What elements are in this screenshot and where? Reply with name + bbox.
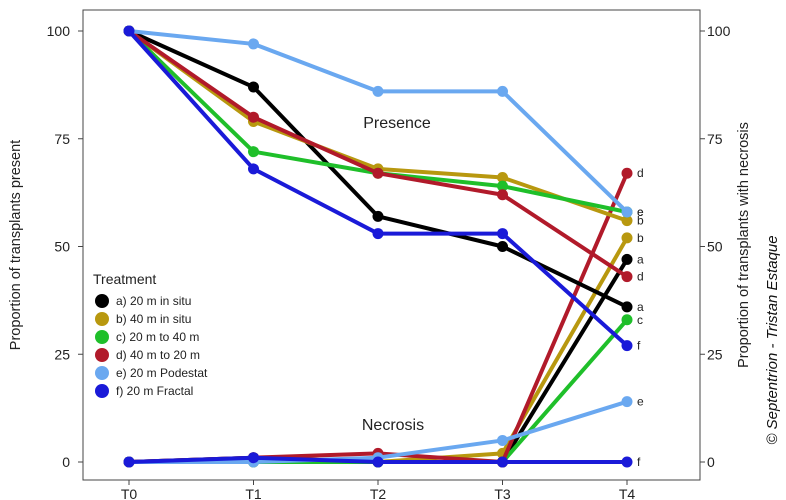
end-label-necrosis-2: c (637, 313, 643, 327)
data-point-necrosis-4 (497, 434, 508, 446)
data-point-presence-0 (372, 210, 384, 222)
y-tick-label-left: 50 (54, 239, 70, 255)
y-tick-label-right: 75 (707, 131, 723, 147)
end-label-presence-3: d (637, 270, 644, 284)
legend-label: b) 40 m in situ (116, 312, 191, 326)
end-label-necrosis-1: b (637, 231, 644, 245)
data-point-presence-3 (248, 111, 259, 123)
end-label-necrosis-5: f (637, 455, 641, 469)
axis-ticks: 0 0 25 25 50 50 75 75 100 100 T0 T1 T2 T3 T4 (47, 23, 731, 500)
x-tick-label: T2 (370, 486, 387, 500)
y-axis-label-left: Proportion of transplants present (8, 140, 24, 350)
data-point-presence-0 (248, 81, 259, 93)
end-label-presence-1: b (637, 214, 644, 228)
legend-label: a) 20 m in situ (116, 294, 191, 308)
plot-area (82, 9, 701, 481)
data-point-necrosis-0 (621, 253, 633, 265)
data-point-presence-4 (497, 85, 508, 97)
data-point-presence-4 (621, 206, 633, 218)
x-tick-label: T1 (245, 486, 262, 500)
legend-title: Treatment (93, 271, 156, 287)
necrosis-annotation: Necrosis (362, 417, 424, 434)
legend-label: c) 20 m to 40 m (116, 330, 199, 344)
end-label-necrosis-4: e (637, 395, 644, 409)
legend-swatch (95, 366, 109, 380)
data-point-necrosis-2 (621, 314, 633, 326)
end-label-necrosis-0: a (637, 252, 644, 266)
photo-credit: © Septentrion - Tristan Estaque (764, 235, 781, 444)
y-tick-label-right: 25 (707, 346, 723, 362)
data-point-presence-5 (248, 163, 259, 175)
y-tick-label-right: 100 (707, 23, 731, 39)
legend-label: f) 20 m Fractal (116, 384, 193, 398)
data-point-necrosis-5 (123, 456, 135, 468)
y-tick-label-left: 75 (54, 131, 70, 147)
data-point-presence-5 (372, 228, 384, 240)
data-point-necrosis-3 (621, 167, 633, 179)
series-line-necrosis-2 (127, 317, 629, 464)
data-point-presence-5 (621, 340, 633, 352)
x-tick-label: T0 (121, 486, 138, 500)
y-tick-label-left: 100 (47, 23, 71, 39)
data-point-necrosis-5 (621, 456, 633, 468)
data-point-presence-0 (621, 301, 633, 313)
legend-swatch (95, 330, 109, 344)
legend-swatch (95, 348, 109, 362)
legend-swatch (95, 384, 109, 398)
x-tick-label: T4 (619, 486, 636, 500)
data-point-presence-2 (497, 180, 508, 192)
data-point-presence-5 (497, 228, 508, 240)
legend: Treatment a) 20 m in situ b) 40 m in situ… (93, 271, 208, 398)
data-point-necrosis-1 (621, 232, 633, 244)
data-point-presence-3 (497, 189, 508, 201)
end-label-presence-4: e (637, 205, 644, 219)
series-line-presence-3 (127, 29, 629, 279)
data-point-presence-1 (621, 215, 633, 227)
data-point-presence-2 (248, 146, 259, 158)
data-point-necrosis-5 (372, 456, 384, 468)
data-point-presence-1 (497, 172, 508, 184)
y-tick-label-left: 0 (62, 454, 70, 470)
data-point-necrosis-4 (621, 396, 633, 408)
end-label-presence-5: f (637, 339, 641, 353)
data-point-presence-4 (372, 85, 384, 97)
x-tick-label: T3 (494, 486, 511, 500)
series-line-presence-5 (127, 29, 629, 348)
end-label-presence-2: c (637, 205, 643, 219)
data-point-presence-3 (621, 271, 633, 283)
data-point-presence-5 (123, 25, 135, 37)
legend-label: d) 40 m to 20 m (116, 348, 200, 362)
legend-label: e) 20 m Podestat (116, 366, 208, 380)
presence-annotation: Presence (363, 115, 431, 132)
y-tick-label-left: 25 (54, 346, 70, 362)
data-point-necrosis-5 (248, 452, 259, 464)
y-tick-label-right: 0 (707, 454, 715, 470)
data-point-presence-0 (497, 241, 508, 252)
end-label-necrosis-3: d (637, 166, 644, 180)
y-axis-label-right: Proportion of transplants with necrosis (736, 122, 752, 368)
y-tick-label-right: 50 (707, 239, 723, 255)
data-point-necrosis-5 (497, 456, 508, 468)
data-point-presence-4 (248, 38, 259, 50)
data-point-presence-3 (372, 167, 384, 179)
end-label-presence-0: a (637, 300, 644, 314)
legend-swatch (95, 312, 109, 326)
legend-swatch (95, 294, 109, 308)
